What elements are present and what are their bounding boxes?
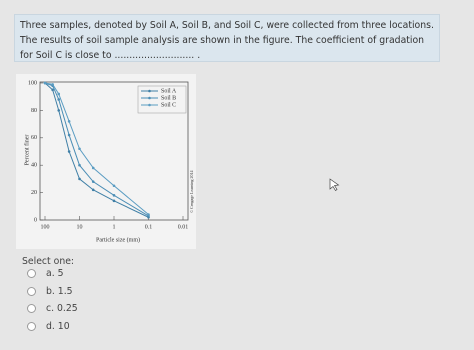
credit: © Cengage Learning 2014 [189,171,194,213]
legend-marker [148,103,151,107]
legend-label: Soil B [161,95,176,101]
series-line [44,82,149,217]
series-line [44,82,149,218]
data-point [67,133,71,137]
radio-button[interactable] [27,269,36,278]
data-point [57,98,61,101]
data-point [67,120,71,123]
data-point [112,199,116,203]
data-point [57,92,61,96]
data-point [51,88,54,92]
data-point [43,81,47,85]
data-point [67,150,71,153]
data-point [51,83,54,86]
data-point [112,184,116,188]
option-label[interactable]: a. 5 [46,268,64,279]
series-line [44,82,149,215]
y-tick-label: 20 [31,190,37,196]
legend-marker [148,89,151,93]
data-point [147,213,150,216]
data-point [78,177,81,181]
data-point [57,109,61,112]
radio-button[interactable] [27,321,36,331]
mouse-cursor [329,178,340,191]
y-axis-label: Percent finer [23,135,30,166]
legend-label: Soil A [161,88,177,94]
radio-button[interactable] [27,286,36,296]
x-tick-label: 100 [41,224,50,230]
x-tick-label: 0.01 [178,224,189,230]
x-tick-label: 0.1 [145,224,153,230]
y-tick-label: 80 [31,108,37,114]
x-tick-label: 10 [77,224,83,230]
data-point [112,194,116,197]
question-text: Three samples, denoted by Soil A, Soil B… [20,20,434,61]
question-box: Three samples, denoted by Soil A, Soil B… [14,14,440,62]
legend-marker [148,96,151,100]
legend-label: Soil C [161,102,176,108]
data-point [91,166,95,170]
data-point [91,180,95,183]
data-point [78,147,81,151]
x-axis-label: Particle size (mm) [96,236,140,243]
select-label: Select one: [22,256,75,267]
y-tick-label: 0 [34,217,37,223]
option-label[interactable]: c. 0.25 [46,303,78,314]
data-point [91,188,95,192]
y-tick-label: 40 [31,163,37,169]
x-tick-label: 1 [113,224,116,230]
data-point [78,163,81,167]
option-label[interactable]: b. 1.5 [46,285,73,297]
y-tick-label: 60 [31,135,37,141]
radio-button[interactable] [27,304,36,313]
y-tick-label: 100 [28,80,37,86]
option-label[interactable]: d. 10 [46,320,70,332]
